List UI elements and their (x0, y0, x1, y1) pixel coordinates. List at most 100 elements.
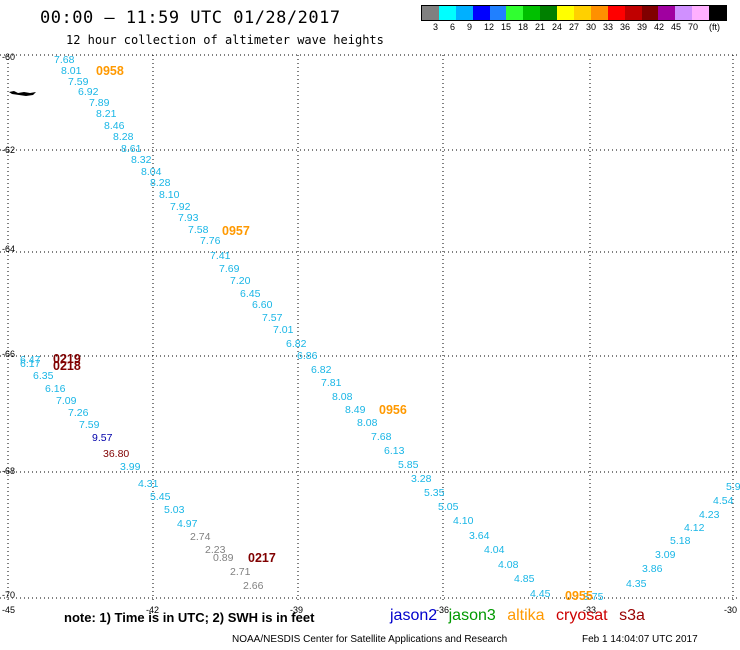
legend-label: 42 (654, 22, 665, 32)
wave-height-label: 7.68 (54, 54, 75, 66)
wave-height-label: 4.12 (684, 522, 705, 534)
wave-height-label: 3.75 (583, 591, 604, 603)
wave-height-label: 4.45 (530, 588, 551, 600)
wave-height-label: 6.16 (45, 383, 66, 395)
wave-height-label: 3.64 (469, 530, 490, 542)
legend-swatch (422, 6, 439, 20)
sat-cryosat: cryosat (556, 607, 608, 624)
lat-label: -62 (2, 145, 15, 155)
lon-label: -30 (724, 605, 737, 615)
grid-lines (0, 54, 740, 600)
legend-label: 18 (518, 22, 529, 32)
legend-swatch (472, 6, 490, 20)
legend-swatch (523, 6, 541, 20)
legend-label: 45 (671, 22, 682, 32)
legend-label: 30 (586, 22, 597, 32)
wave-height-label: 8.01 (61, 65, 82, 77)
legend-label: (ft) (709, 22, 720, 32)
pass-time-label: 0958 (96, 64, 124, 78)
pass-time-label: 0217 (248, 551, 276, 565)
legend-label: 70 (688, 22, 699, 32)
wave-height-label: 6.82 (311, 364, 332, 376)
wave-height-label: 4.10 (453, 515, 474, 527)
wave-height-label: 4.04 (484, 544, 505, 556)
wave-height-label: 8.28 (113, 131, 134, 143)
legend-label: 39 (637, 22, 648, 32)
wave-height-label: 2.74 (190, 531, 211, 543)
track-c: 4.35 3.86 3.09 5.184.124.23 4.54 5.9 (626, 481, 740, 590)
wave-height-label: 0.89 (213, 552, 234, 564)
wave-height-label: 5.05 (438, 501, 459, 513)
legend-swatch (607, 6, 625, 20)
legend-label: 3 (433, 22, 439, 32)
wave-height-label: 7.81 (321, 377, 342, 389)
wave-height-label: 7.69 (219, 263, 240, 275)
legend-labels: 3 6 9 12 15 18 21 24 27 30 33 36 39 42 45 70 (ft) (421, 21, 727, 33)
wave-height-label: 6.17 (20, 358, 41, 370)
sat-jason2: jason2 (390, 607, 438, 624)
color-legend: 3 6 9 12 15 18 21 24 27 30 33 36 39 42 45 70 (ft) (421, 5, 727, 33)
legend-label: 36 (620, 22, 631, 32)
legend-label: 33 (603, 22, 614, 32)
legend-swatch (506, 6, 524, 20)
wave-height-label: 7.59 (68, 76, 89, 88)
wave-height-label: 6.60 (252, 299, 273, 311)
legend-color-bar (421, 5, 727, 21)
pass-time-label: 0957 (222, 224, 250, 238)
legend-swatch (709, 6, 727, 20)
lat-label: -64 (2, 244, 15, 254)
wave-height-label: 7.92 (170, 201, 191, 213)
legend-swatch (557, 6, 575, 20)
wave-height-label: 8.61 (121, 143, 142, 155)
wave-height-label: 5.35 (424, 487, 445, 499)
track-b: 6.476.176.356.167.097.267.599.57 36.803.9… (20, 354, 264, 592)
wave-height-label: 6.82 (286, 338, 307, 350)
wave-height-label: 8.08 (357, 417, 378, 429)
wave-height-label: 4.31 (138, 478, 159, 490)
wave-height-label: 4.97 (177, 518, 198, 530)
legend-swatch (540, 6, 558, 20)
pass-time-label: 0955 (565, 589, 593, 603)
wave-height-label: 7.58 (188, 224, 209, 236)
axis-labels: -60 -62 -64 -66 -68 -70 -45 -42 -39 -36 -33 -30 (2, 52, 737, 615)
wave-height-label: 2.71 (230, 566, 251, 578)
legend-swatch (624, 6, 642, 20)
legend-swatch (438, 6, 456, 20)
legend-swatch (574, 6, 591, 20)
lat-label: -60 (2, 52, 15, 62)
lon-label: -39 (290, 605, 303, 615)
wave-height-label: 2.23 (205, 544, 226, 556)
legend-label: 15 (501, 22, 512, 32)
sat-s3a: s3a (619, 607, 645, 624)
wave-height-label: 6.13 (384, 445, 405, 457)
legend-swatch (455, 6, 473, 20)
pass-time-label: 0956 (379, 403, 407, 417)
lat-label: -68 (2, 466, 15, 476)
wave-height-label: 5.45 (150, 491, 171, 503)
lon-label: -36 (436, 605, 449, 615)
legend-swatch (641, 6, 659, 20)
wave-height-label: 8.04 (141, 166, 162, 178)
legend-label: 27 (569, 22, 580, 32)
sat-jason3: jason3 (448, 607, 496, 624)
wave-height-label: 5.9 (726, 481, 740, 493)
sat-altika: altika (507, 607, 545, 624)
wave-height-label: 3.09 (655, 549, 676, 561)
wave-height-label: 9.57 (92, 432, 113, 444)
chart-title: 00:00 – 11:59 UTC 01/28/2017 (40, 8, 341, 28)
wave-height-label: 7.59 (79, 419, 100, 431)
wave-height-label: 7.68 (371, 431, 392, 443)
wave-height-label: 4.08 (498, 559, 519, 571)
wave-height-label: 36.80 (103, 448, 129, 460)
legend-label: 9 (467, 22, 473, 32)
lat-label: -66 (2, 349, 15, 359)
wave-height-label: 3.99 (120, 461, 141, 473)
legend-swatch (692, 6, 710, 20)
wave-height-label: 7.26 (68, 407, 89, 419)
generated-timestamp: Feb 1 14:04:07 UTC 2017 (582, 634, 698, 645)
wave-height-label: 8.08 (332, 391, 353, 403)
track-a: 7.688.017.596.927.898.218.468.288.618.32… (54, 54, 604, 603)
chart-subtitle: 12 hour collection of altimeter wave hei… (66, 33, 384, 47)
